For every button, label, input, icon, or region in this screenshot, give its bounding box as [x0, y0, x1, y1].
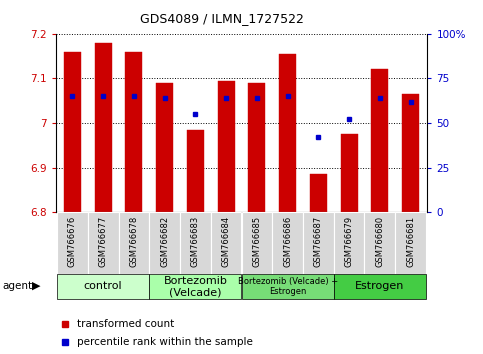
Bar	[180, 212, 211, 274]
Bar	[303, 212, 334, 274]
Text: GSM766683: GSM766683	[191, 216, 200, 267]
Bar	[211, 212, 242, 274]
Text: Bortezomib (Velcade) +
Estrogen: Bortezomib (Velcade) + Estrogen	[238, 277, 338, 296]
Text: GDS4089 / ILMN_1727522: GDS4089 / ILMN_1727522	[140, 12, 304, 25]
Bar	[334, 212, 365, 274]
Bar	[187, 130, 204, 212]
Text: GSM766680: GSM766680	[375, 216, 384, 267]
Bar	[57, 212, 88, 274]
Bar	[156, 83, 173, 212]
Bar	[371, 69, 388, 212]
Bar	[95, 42, 112, 212]
Text: GSM766686: GSM766686	[283, 216, 292, 267]
Bar	[88, 212, 118, 274]
Text: GSM766676: GSM766676	[68, 216, 77, 267]
Bar	[272, 212, 303, 274]
Bar	[126, 52, 142, 212]
Bar	[248, 83, 265, 212]
Text: GSM766682: GSM766682	[160, 216, 169, 267]
Bar	[149, 274, 242, 299]
Bar	[57, 274, 149, 299]
Text: percentile rank within the sample: percentile rank within the sample	[77, 337, 253, 348]
Text: control: control	[84, 281, 123, 291]
Text: GSM766685: GSM766685	[253, 216, 261, 267]
Text: transformed count: transformed count	[77, 319, 174, 329]
Bar	[218, 81, 235, 212]
Text: GSM766684: GSM766684	[222, 216, 230, 267]
Bar	[149, 212, 180, 274]
Bar	[395, 212, 426, 274]
Text: agent: agent	[2, 281, 32, 291]
Bar	[402, 94, 419, 212]
Bar	[334, 274, 426, 299]
Text: Estrogen: Estrogen	[355, 281, 404, 291]
Text: GSM766679: GSM766679	[344, 216, 354, 267]
Bar	[279, 54, 296, 212]
Bar	[118, 212, 149, 274]
Text: GSM766677: GSM766677	[99, 216, 108, 267]
Text: GSM766678: GSM766678	[129, 216, 139, 267]
Bar	[310, 175, 327, 212]
Text: GSM766687: GSM766687	[314, 216, 323, 267]
Bar	[64, 52, 81, 212]
Bar	[242, 274, 334, 299]
Text: GSM766681: GSM766681	[406, 216, 415, 267]
Bar	[341, 134, 357, 212]
Bar	[242, 212, 272, 274]
Text: ▶: ▶	[32, 281, 41, 291]
Bar	[365, 212, 395, 274]
Text: Bortezomib
(Velcade): Bortezomib (Velcade)	[163, 275, 227, 297]
